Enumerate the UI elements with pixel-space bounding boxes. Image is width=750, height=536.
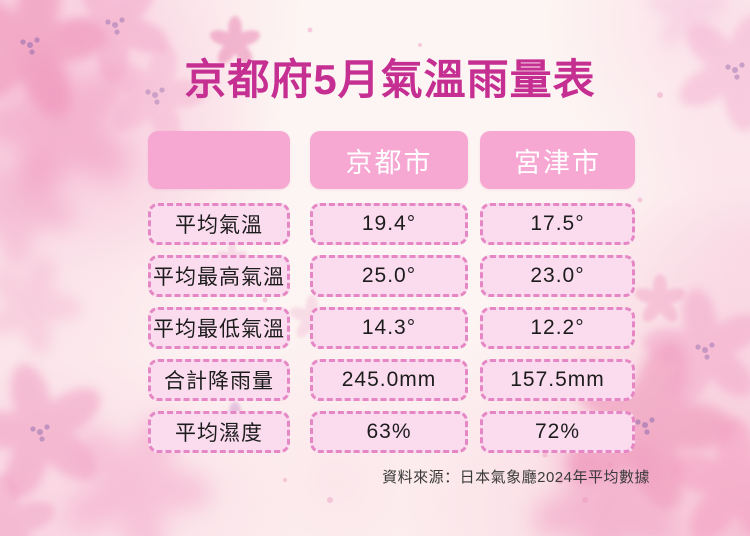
table-row-avg-temp: 平均氣溫 19.4° 17.5° (148, 203, 638, 245)
value-miyazu: 17.5° (480, 203, 635, 245)
table-row-avg-min-temp: 平均最低氣溫 14.3° 12.2° (148, 307, 638, 349)
value-kyoto: 25.0° (310, 255, 468, 297)
table-header-row: 京都市 宮津市 (148, 131, 638, 189)
row-label: 合計降雨量 (148, 359, 290, 401)
table-row-avg-humidity: 平均濕度 63% 72% (148, 411, 638, 453)
weather-table: 京都市 宮津市 平均氣溫 19.4° 17.5° 平均最高氣溫 25.0° 23… (148, 131, 638, 463)
table-row-avg-max-temp: 平均最高氣溫 25.0° 23.0° (148, 255, 638, 297)
value-miyazu: 72% (480, 411, 635, 453)
table-row-total-rainfall: 合計降雨量 245.0mm 157.5mm (148, 359, 638, 401)
header-cell-kyoto: 京都市 (310, 131, 468, 189)
value-kyoto: 245.0mm (310, 359, 468, 401)
row-label: 平均氣溫 (148, 203, 290, 245)
value-kyoto: 14.3° (310, 307, 468, 349)
data-source-note: 資料來源：日本氣象廳2024年平均數據 (382, 469, 650, 486)
row-label: 平均最低氣溫 (148, 307, 290, 349)
value-kyoto: 63% (310, 411, 468, 453)
value-miyazu: 157.5mm (480, 359, 635, 401)
header-cell-empty (148, 131, 290, 189)
header-cell-miyazu: 宮津市 (480, 131, 635, 189)
value-kyoto: 19.4° (310, 203, 468, 245)
row-label: 平均最高氣溫 (148, 255, 290, 297)
value-miyazu: 23.0° (480, 255, 635, 297)
row-label: 平均濕度 (148, 411, 290, 453)
value-miyazu: 12.2° (480, 307, 635, 349)
page-title: 京都府5月氣溫雨量表 (184, 56, 596, 103)
